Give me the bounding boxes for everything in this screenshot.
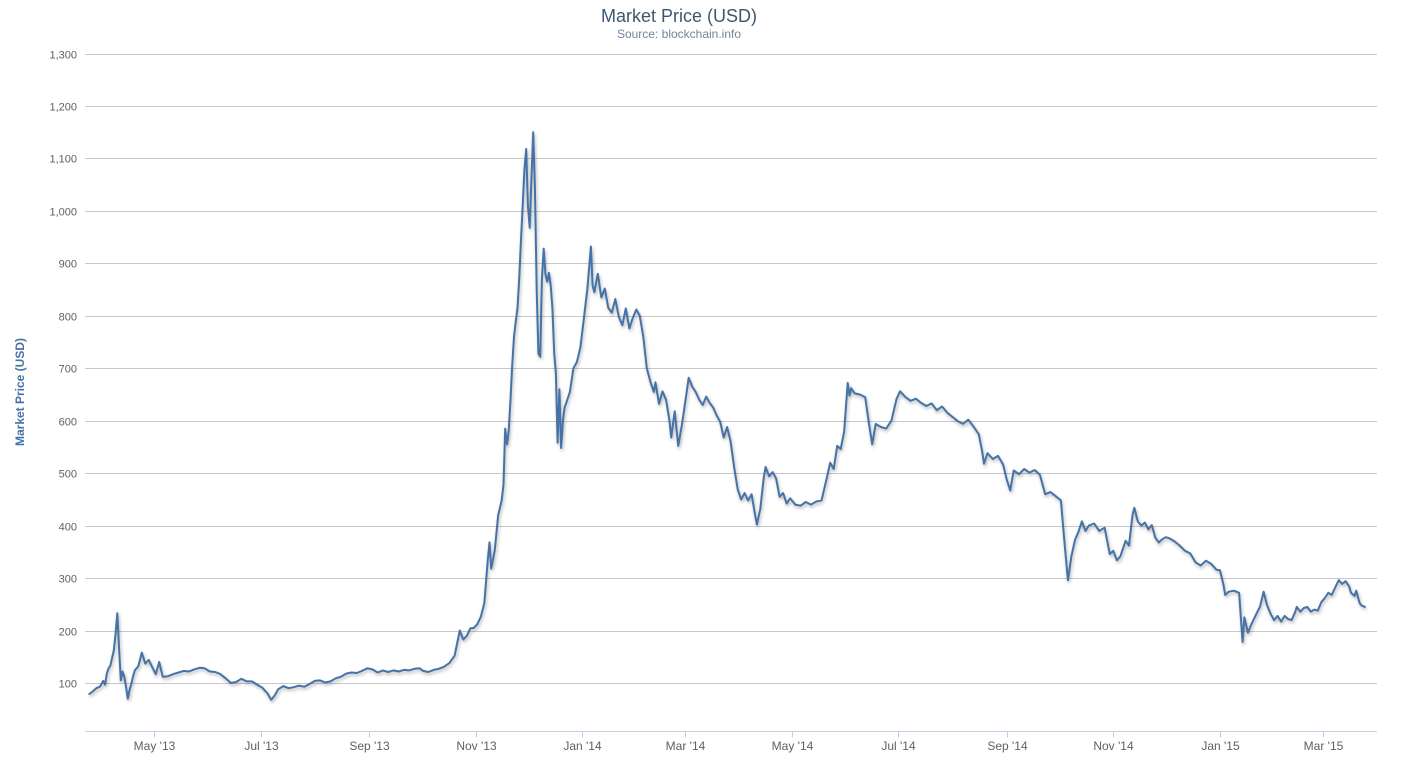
y-axis-label: 400: [59, 522, 77, 534]
x-axis-label: Jan '15: [1201, 739, 1240, 753]
x-axis-label: Mar '14: [666, 739, 706, 753]
y-axis-label: 500: [59, 469, 77, 481]
x-axis-label: May '13: [134, 739, 176, 753]
y-axis-label: 200: [59, 627, 77, 639]
y-axis-label: 1,300: [49, 50, 77, 62]
y-axis-label: 600: [59, 417, 77, 429]
y-axis-label: 1,100: [49, 154, 77, 166]
y-axis-label: 1,200: [49, 102, 77, 114]
x-axis-label: Sep '14: [987, 739, 1028, 753]
x-axis-label: Mar '15: [1304, 739, 1344, 753]
x-axis-label: Jul '13: [244, 739, 279, 753]
y-axis-label: 1,000: [49, 207, 77, 219]
y-axis-label: 300: [59, 574, 77, 586]
y-axis-label: 800: [59, 312, 77, 324]
x-axis-label: Jul '14: [881, 739, 916, 753]
x-axis-label: Sep '13: [349, 739, 390, 753]
x-axis-label: Nov '14: [1093, 739, 1134, 753]
x-axis-label: Jan '14: [563, 739, 602, 753]
x-axis-label: May '14: [772, 739, 814, 753]
y-axis-label: 100: [59, 679, 77, 691]
chart-title: Market Price (USD): [600, 6, 757, 26]
chart-subtitle: Source: blockchain.info: [616, 27, 742, 41]
x-axis-label: Nov '13: [456, 739, 497, 753]
y-axis-label: 700: [59, 364, 77, 376]
price-series-line[interactable]: [88, 131, 1366, 701]
y-axis-label: 900: [59, 259, 77, 271]
y-axis-title: Market Price (USD): [13, 337, 27, 447]
